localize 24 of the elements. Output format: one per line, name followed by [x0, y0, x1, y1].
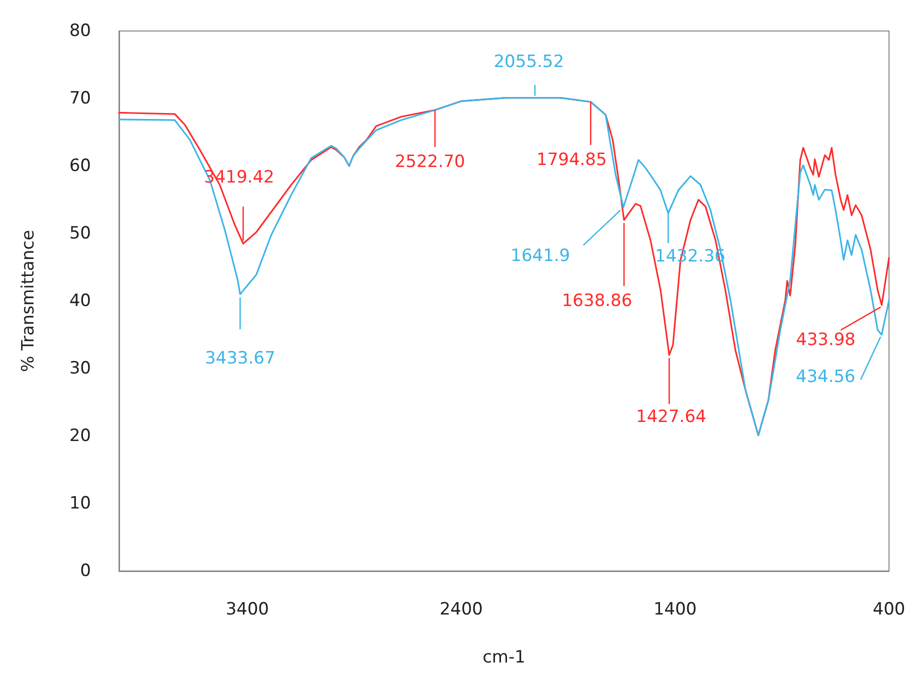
annotation: 1427.64 — [636, 407, 706, 427]
y-tick-label: 80 — [69, 21, 91, 41]
x-tick-label: 1400 — [653, 600, 697, 620]
y-tick-label: 40 — [69, 291, 91, 311]
y-tick-label: 10 — [69, 494, 91, 514]
x-tick-label: 3400 — [226, 600, 269, 620]
annotation: 1641.9 — [510, 246, 570, 266]
annotation: 1638.86 — [562, 291, 632, 311]
annotation: 3433.67 — [204, 348, 276, 368]
y-axis-title: % Transmittance — [18, 230, 38, 372]
annotation: 434.56 — [796, 366, 856, 387]
y-tick-label: 0 — [80, 561, 91, 581]
y-tick-label: 60 — [69, 156, 91, 176]
x-axis-title: cm-1 — [482, 648, 526, 668]
y-tick-label: 20 — [69, 426, 91, 446]
y-tick-label: 30 — [69, 358, 91, 378]
annotation: 1794.85 — [536, 150, 607, 170]
x-tick-label: 400 — [872, 600, 906, 620]
y-tick-label: 50 — [69, 224, 91, 244]
annotation: 2522.70 — [394, 152, 466, 172]
y-tick-label: 70 — [69, 88, 91, 108]
annotation: 2055.52 — [494, 52, 564, 72]
x-tick-label: 2400 — [440, 600, 483, 620]
annotation: 433.98 — [796, 330, 856, 350]
